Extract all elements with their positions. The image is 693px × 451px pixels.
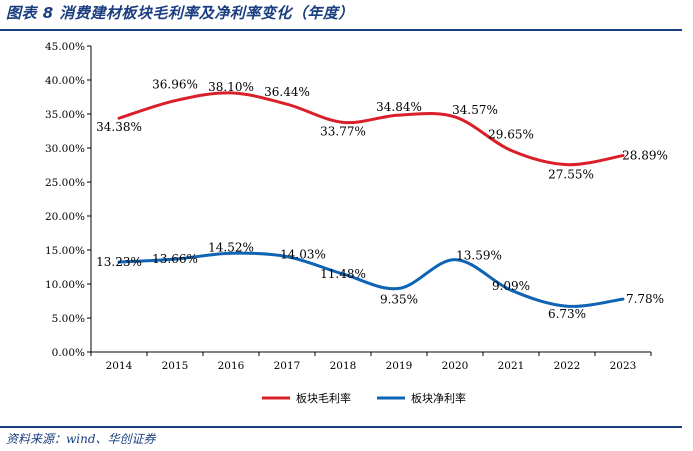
y-tick-label: 20.00% — [45, 211, 85, 223]
x-tick-label: 2017 — [274, 360, 301, 372]
data-label: 34.84% — [376, 100, 422, 114]
data-label: 9.35% — [380, 292, 418, 306]
x-tick-label: 2015 — [162, 360, 189, 372]
legend-label-2[interactable]: 板块净利率 — [411, 391, 466, 405]
chart-title: 图表 8 消费建材板块毛利率及净利率变化（年度） — [6, 4, 354, 22]
data-label: 27.55% — [548, 168, 594, 182]
title-divider — [0, 29, 682, 31]
data-label: 13.23% — [96, 255, 142, 269]
y-tick-label: 15.00% — [45, 245, 85, 257]
data-label: 14.03% — [280, 248, 326, 262]
y-tick-label: 0.00% — [52, 347, 85, 359]
y-tick-label: 40.00% — [45, 75, 85, 87]
data-label: 29.65% — [488, 127, 534, 141]
y-tick-label: 25.00% — [45, 177, 85, 189]
x-tick-label: 2020 — [442, 360, 469, 372]
data-label: 14.52% — [208, 240, 254, 254]
series-line-2 — [117, 251, 625, 308]
data-label: 7.78% — [626, 292, 664, 306]
legend-label-1[interactable]: 板块毛利率 — [296, 391, 351, 405]
data-label: 34.57% — [452, 103, 498, 117]
y-tick-label: 30.00% — [45, 143, 85, 155]
data-label: 33.77% — [320, 124, 366, 138]
x-tick-label: 2021 — [498, 360, 525, 372]
x-tick-label: 2016 — [218, 360, 245, 372]
data-label: 36.96% — [152, 78, 198, 92]
x-tick-label: 2018 — [330, 360, 357, 372]
data-label: 9.09% — [492, 279, 530, 293]
chart-legend[interactable]: 板块毛利率 板块净利率 — [262, 391, 466, 405]
data-label: 11.48% — [320, 267, 366, 281]
x-tick-label: 2014 — [106, 360, 133, 372]
chart-axes: 0.00% 5.00% 10.00% 15.00% 20.00% 25.00% 30.00%… — [45, 41, 652, 372]
y-tick-label: 5.00% — [52, 313, 85, 325]
data-label: 36.44% — [264, 85, 310, 99]
x-tick-label: 2022 — [554, 360, 581, 372]
data-label: 28.89% — [622, 149, 668, 163]
series-line-1 — [117, 91, 625, 167]
data-label: 38.10% — [208, 80, 254, 94]
x-tick-label: 2019 — [386, 360, 413, 372]
y-tick-label: 35.00% — [45, 109, 85, 121]
data-label: 13.59% — [456, 249, 502, 263]
data-label: 13.66% — [152, 252, 198, 266]
y-tick-label: 45.00% — [45, 41, 85, 53]
source-divider — [0, 426, 682, 428]
x-tick-label: 2023 — [610, 360, 637, 372]
data-label: 6.73% — [548, 307, 586, 321]
chart-series — [117, 91, 625, 308]
source-note: 资料来源：wind、华创证券 — [6, 432, 156, 446]
chart-data-labels: 34.38% 36.96% 38.10% 36.44% 33.77% 34.84% 34.5… — [96, 78, 668, 322]
y-tick-label: 10.00% — [45, 279, 85, 291]
data-label: 34.38% — [96, 120, 142, 134]
